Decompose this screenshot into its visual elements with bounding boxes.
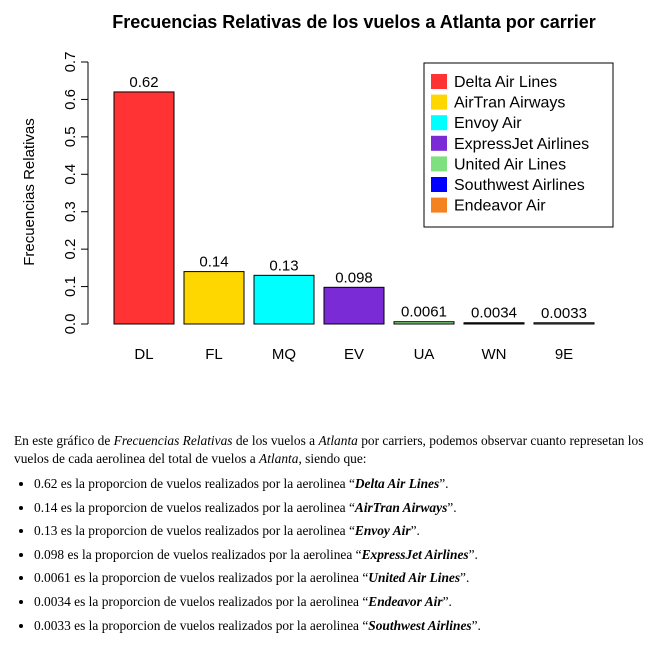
bar-chart: Frecuencias Relativas de los vuelos a At…	[21, 12, 614, 363]
bullet-text: es la proporcion de vuelos realizados po…	[70, 570, 369, 586]
x-tick-label: UA	[414, 346, 435, 363]
bar	[533, 322, 595, 325]
legend-swatch	[431, 94, 447, 110]
legend-label: Envoy Air	[454, 115, 522, 132]
x-tick-labels: DL FL MQ EV UA WN 9E	[134, 346, 573, 363]
legend-label: AirTran Airways	[454, 95, 565, 112]
bullet-airline: Delta Air Lines	[354, 476, 440, 491]
x-tick-label: EV	[344, 346, 364, 363]
x-tick-label: DL	[134, 346, 153, 363]
legend-label: United Air Lines	[454, 156, 566, 173]
legend-swatch	[431, 135, 447, 151]
list-item: 0.13 es la proporcion de vuelos realizad…	[34, 522, 659, 540]
y-tick-label: 0.5	[62, 126, 79, 147]
intro-emphasis-3: Atlanta	[259, 451, 299, 466]
proportion-list: 0.62 es la proporcion de vuelos realizad…	[14, 475, 659, 635]
bullet-airline: United Air Lines	[368, 570, 461, 586]
bar-value-label: 0.14	[199, 254, 228, 271]
x-tick-label: MQ	[272, 346, 296, 363]
bar-value-label: 0.13	[269, 257, 298, 274]
bullet-airline: Endeavor Air	[368, 593, 443, 609]
bullet-text: es la proporcion de vuelos realizados po…	[70, 593, 369, 609]
explanation-text: En este gráfico de Frecuencias Relativas…	[14, 432, 659, 640]
y-tick-label: 0.3	[62, 201, 79, 222]
legend-label: Endeavor Air	[454, 198, 546, 215]
bullet-suffix: ”.	[410, 523, 420, 539]
bullet-text: es la proporcion de vuelos realizados po…	[70, 617, 369, 633]
x-tick-label: FL	[205, 346, 223, 363]
legend-swatch	[431, 115, 447, 131]
intro-paragraph: En este gráfico de Frecuencias Relativas…	[14, 432, 659, 468]
x-tick-label: 9E	[555, 346, 573, 363]
bars-group: 0.62 0.14 0.13 0.098 0.0061 0.0034 0.0033	[113, 74, 595, 325]
list-item: 0.098 es la proporcion de vuelos realiza…	[34, 546, 659, 564]
bullet-value: 0.62	[34, 476, 58, 491]
y-tick-label: 0.1	[62, 276, 79, 297]
bar-value-label: 0.0061	[401, 304, 447, 321]
y-tick-label: 0.4	[62, 164, 79, 185]
bullet-text: es la proporcion de vuelos realizados po…	[57, 523, 355, 539]
list-item: 0.62 es la proporcion de vuelos realizad…	[34, 475, 659, 493]
y-tick-label: 0.2	[62, 239, 79, 260]
bullet-airline: AirTran Airways	[354, 499, 448, 515]
bullet-airline: ExpressJet Airlines	[361, 546, 469, 562]
bar	[253, 274, 315, 325]
legend-label: Southwest Airlines	[454, 177, 585, 194]
y-tick-label: 0.0	[62, 314, 79, 335]
bar-value-label: 0.0034	[471, 305, 517, 322]
bullet-airline: Envoy Air	[354, 523, 411, 539]
intro-text-1: En este gráfico de	[14, 433, 114, 448]
bullet-value: 0.0033	[34, 617, 71, 633]
intro-emphasis-2: Atlanta	[318, 433, 358, 448]
bar	[183, 271, 245, 325]
bar	[323, 286, 385, 325]
bullet-text: es la proporcion de vuelos realizados po…	[57, 476, 355, 491]
chart-title: Frecuencias Relativas de los vuelos a At…	[112, 12, 596, 32]
list-item: 0.0034 es la proporcion de vuelos realiz…	[34, 593, 659, 611]
y-axis: 0.0 0.1 0.2 0.3 0.4 0.5 0.6 0.7	[62, 52, 89, 335]
bullet-suffix: ”.	[468, 546, 478, 562]
bullet-suffix: ”.	[471, 617, 481, 633]
legend-swatch	[431, 197, 447, 213]
bar	[463, 322, 525, 325]
bullet-suffix: ”.	[460, 570, 470, 586]
bullet-value: 0.0034	[34, 593, 71, 609]
legend-label: Delta Air Lines	[454, 74, 557, 91]
bullet-suffix: ”.	[447, 499, 457, 515]
list-item: 0.0061 es la proporcion de vuelos realiz…	[34, 569, 659, 587]
legend-swatch	[431, 74, 447, 89]
bullet-suffix: ”.	[442, 593, 452, 609]
legend-swatch	[431, 156, 447, 172]
list-item: 0.0033 es la proporcion de vuelos realiz…	[34, 617, 659, 635]
bar-value-label: 0.0033	[541, 305, 587, 322]
legend-box	[423, 62, 614, 228]
x-tick-label: WN	[482, 346, 507, 363]
bullet-value: 0.0061	[34, 570, 71, 586]
bullet-value: 0.13	[34, 523, 58, 539]
y-tick-label: 0.6	[62, 89, 79, 110]
bullet-value: 0.098	[34, 546, 65, 562]
bar-value-label: 0.62	[129, 74, 158, 91]
bullet-text: es la proporcion de vuelos realizados po…	[57, 499, 355, 515]
list-item: 0.14 es la proporcion de vuelos realizad…	[34, 499, 659, 517]
y-tick-label: 0.7	[62, 52, 79, 73]
bullet-value: 0.14	[34, 499, 58, 515]
legend: Delta Air Lines AirTran Airways Envoy Air E…	[423, 62, 614, 228]
bar-value-label: 0.098	[335, 269, 373, 286]
bar	[113, 91, 175, 325]
legend-label: ExpressJet Airlines	[454, 136, 589, 153]
bullet-text: es la proporcion de vuelos realizados po…	[64, 546, 362, 562]
intro-text-3: por carriers, podemos observar cuanto re…	[14, 433, 644, 466]
bar	[393, 321, 455, 325]
legend-swatch	[431, 177, 447, 192]
bullet-suffix: ”.	[439, 476, 449, 491]
intro-text-4: , siendo que:	[298, 451, 367, 466]
y-axis-label: Frecuencias Relativas	[21, 118, 38, 266]
intro-emphasis-1: Frecuencias Relativas	[113, 433, 233, 448]
intro-text-2: de los vuelos a	[232, 433, 319, 448]
bullet-airline: Southwest Airlines	[368, 617, 472, 633]
